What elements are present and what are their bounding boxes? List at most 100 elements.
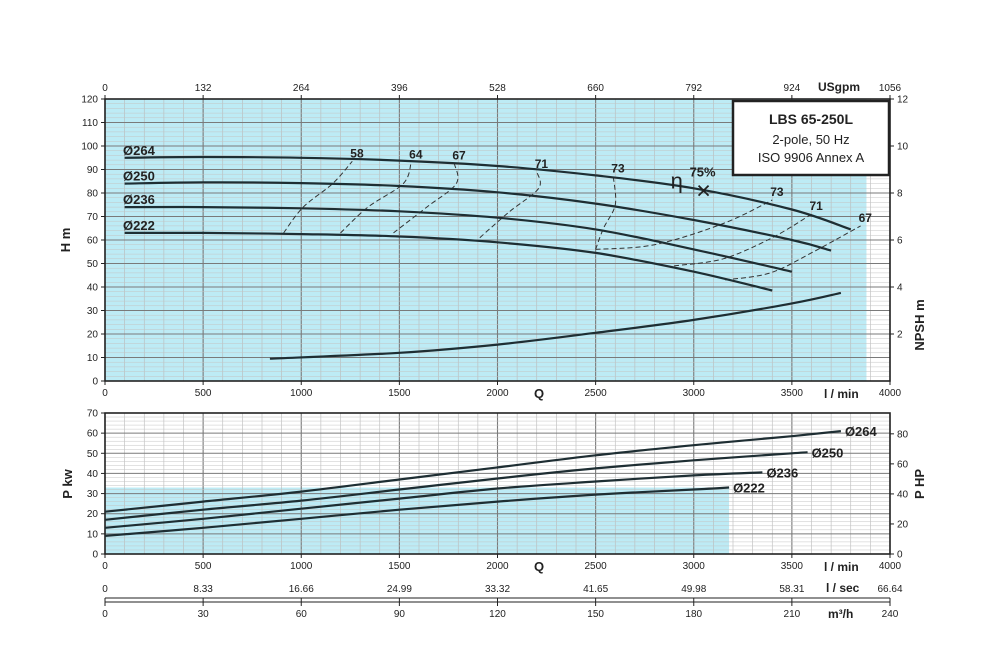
x-tick-label: 1500 bbox=[388, 388, 411, 399]
efficiency-label: 73 bbox=[770, 185, 784, 199]
series-label: Ø236 bbox=[123, 192, 155, 207]
power-xlabel: Q bbox=[534, 559, 544, 574]
hp-tick-label: 0 bbox=[897, 550, 903, 561]
m3h-axis-unit: m³/h bbox=[828, 607, 853, 621]
head-curve-d264 bbox=[124, 155, 852, 231]
x-tick-label: 0 bbox=[102, 388, 108, 399]
npsh-curve-group bbox=[269, 291, 842, 360]
sec-tick-label: 49.98 bbox=[681, 584, 706, 595]
efficiency-curve-64 bbox=[340, 162, 412, 234]
hp-tick-label: 20 bbox=[897, 519, 909, 530]
npsh-curve bbox=[269, 291, 842, 360]
npsh-tick-label: 6 bbox=[897, 236, 903, 247]
power-curves bbox=[104, 430, 842, 537]
npsh-tick-label: 10 bbox=[897, 142, 909, 153]
npsh-tick-label: 8 bbox=[897, 189, 903, 200]
efficiency-curve-67 bbox=[393, 163, 459, 234]
power-curve-d222 bbox=[104, 486, 730, 537]
y-tick-label: 60 bbox=[87, 236, 99, 247]
x-tick-label: 4000 bbox=[879, 561, 902, 572]
power-panel: 0 500 1000 1500 2000 2500 3000 3500 400001020304… bbox=[60, 409, 927, 622]
x-tick-label: 2500 bbox=[585, 388, 608, 399]
m3h-tick-label: 0 bbox=[102, 609, 108, 620]
head-ylabel: H m bbox=[58, 228, 73, 253]
y-tick-label: 100 bbox=[81, 142, 98, 153]
series-label: Ø222 bbox=[123, 218, 155, 233]
hp-tick-label: 60 bbox=[897, 459, 909, 470]
efficiency-curve-58 bbox=[283, 160, 353, 234]
x-tick-label: 3500 bbox=[781, 388, 804, 399]
hp-tick-label: 40 bbox=[897, 489, 909, 500]
legend-line2: 2-pole, 50 Hz bbox=[772, 132, 849, 147]
head-curve-d250 bbox=[124, 181, 832, 252]
efficiency-curves: 58 64 67 71 73 73 71 67 bbox=[283, 146, 872, 281]
power-shaded-region bbox=[105, 487, 730, 554]
npsh-ylabel: NPSH m bbox=[912, 299, 927, 350]
x-tick-label: 500 bbox=[195, 388, 212, 399]
sec-tick-label: 58.31 bbox=[779, 584, 804, 595]
x-tick-label: 1500 bbox=[388, 561, 411, 572]
y-tick-label: 30 bbox=[87, 306, 99, 317]
sec-tick-label: 8.33 bbox=[193, 584, 213, 595]
hp-ylabel: P HP bbox=[912, 469, 927, 499]
power-series-label: Ø222 bbox=[733, 481, 765, 496]
head-x-unit: l / min bbox=[824, 387, 859, 401]
x-tick-label: 0 bbox=[102, 561, 108, 572]
y-tick-label: 50 bbox=[87, 259, 99, 270]
top-tick-label: 528 bbox=[489, 83, 506, 94]
x-tick-label: 2500 bbox=[585, 561, 608, 572]
efficiency-label: 64 bbox=[409, 147, 423, 161]
bep-eta-symbol: η bbox=[671, 169, 683, 194]
top-tick-label: 264 bbox=[293, 83, 310, 94]
efficiency-label: 71 bbox=[810, 199, 824, 213]
x-tick-label: 3000 bbox=[683, 561, 706, 572]
x-tick-label: 1000 bbox=[290, 388, 313, 399]
top-tick-label: 0 bbox=[102, 83, 108, 94]
power-series-label: Ø236 bbox=[766, 465, 798, 480]
power-series-label: Ø250 bbox=[812, 445, 844, 460]
x-tick-label: 2000 bbox=[486, 388, 509, 399]
head-curve-d236 bbox=[124, 205, 793, 273]
efficiency-label: 73 bbox=[611, 162, 625, 176]
power-x-unit: l / min bbox=[824, 560, 859, 574]
x-tick-label: 4000 bbox=[879, 388, 902, 399]
legend-box: LBS 65-250L 2-pole, 50 Hz ISO 9906 Annex… bbox=[731, 99, 891, 177]
efficiency-curve-71 bbox=[674, 213, 812, 267]
head-panel: 0 500 1000 1500 2000 2500 3000 3500 400001020304… bbox=[58, 80, 927, 401]
y-tick-label: 40 bbox=[87, 469, 99, 480]
npsh-tick-label: 2 bbox=[897, 330, 903, 341]
sec-tick-label: 24.99 bbox=[387, 584, 412, 595]
x-tick-label: 3000 bbox=[683, 388, 706, 399]
y-tick-label: 80 bbox=[87, 189, 99, 200]
m3h-tick-label: 60 bbox=[296, 609, 308, 620]
m3h-tick-label: 240 bbox=[882, 609, 899, 620]
top-tick-label: 660 bbox=[587, 83, 604, 94]
npsh-tick-label: 12 bbox=[897, 95, 909, 106]
power-curve-d250 bbox=[104, 451, 808, 521]
power-curve-d236 bbox=[104, 471, 763, 529]
series-label: Ø264 bbox=[123, 143, 156, 158]
m3h-tick-label: 210 bbox=[784, 609, 801, 620]
power-grid bbox=[104, 412, 891, 555]
head-xlabel: Q bbox=[534, 386, 544, 401]
y-tick-label: 20 bbox=[87, 509, 99, 520]
top-tick-label: 132 bbox=[195, 83, 212, 94]
sec-axis-unit: l / sec bbox=[826, 581, 860, 595]
sec-tick-label: 66.64 bbox=[877, 584, 902, 595]
y-tick-label: 60 bbox=[87, 429, 99, 440]
m3h-tick-label: 150 bbox=[587, 609, 604, 620]
efficiency-curve-71 bbox=[479, 171, 541, 239]
top-axis-unit: USgpm bbox=[818, 80, 860, 94]
efficiency-label: 67 bbox=[452, 149, 466, 163]
head-ticks: 0 500 1000 1500 2000 2500 3000 3500 400001020304… bbox=[81, 83, 908, 399]
y-tick-label: 30 bbox=[87, 489, 99, 500]
m3h-tick-label: 30 bbox=[198, 609, 210, 620]
efficiency-label: 71 bbox=[535, 157, 549, 171]
y-tick-label: 10 bbox=[87, 529, 99, 540]
power-ticks: 0 500 1000 1500 2000 2500 3000 3500 400001020304… bbox=[87, 409, 909, 573]
y-tick-label: 10 bbox=[87, 353, 99, 364]
power-ylabel: P kw bbox=[60, 468, 75, 498]
y-tick-label: 0 bbox=[92, 550, 98, 561]
y-tick-label: 20 bbox=[87, 330, 99, 341]
